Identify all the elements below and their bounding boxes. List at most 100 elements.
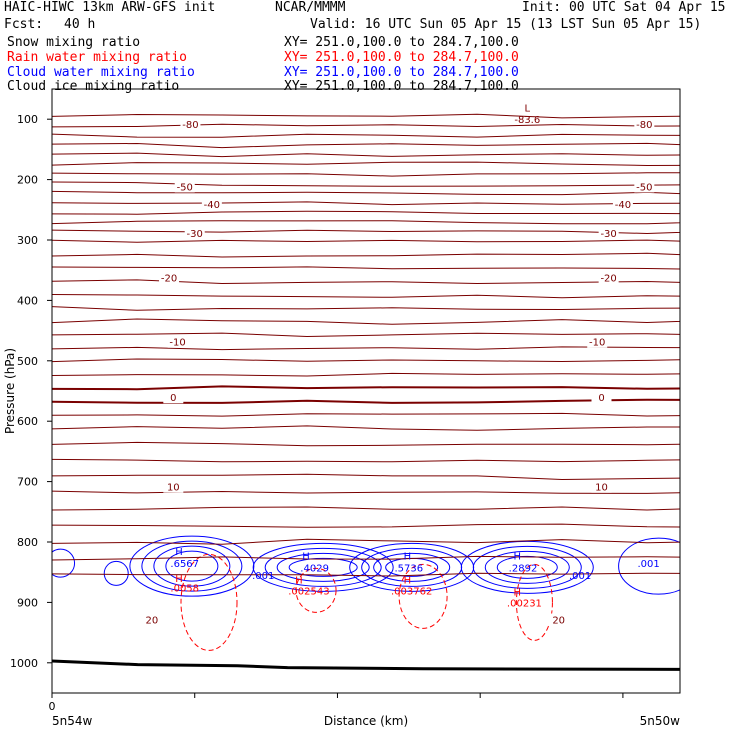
temperature-isotherm: [52, 385, 680, 391]
contour-label-bg: [591, 480, 612, 493]
min-max-label: H: [514, 551, 522, 562]
min-max-label: H: [175, 574, 183, 585]
min-max-label: L: [524, 104, 530, 115]
cloud-water-contour: [496, 555, 558, 579]
min-max-label: .0058: [170, 583, 199, 594]
center-title: NCAR/MMMM: [275, 0, 346, 15]
cloud-water-contour: [103, 560, 129, 586]
min-max-label: H: [175, 547, 183, 558]
x-tick-label-0: 0: [49, 700, 56, 713]
min-max-label: .2892: [509, 563, 538, 574]
min-max-label: -83.6: [514, 115, 540, 126]
rain-water-contour: [398, 563, 448, 629]
temperature-isotherm: [52, 572, 680, 577]
temperature-isotherm: [52, 318, 680, 325]
temperature-contour-label: -30: [600, 229, 616, 240]
min-max-label: H: [514, 588, 522, 599]
cloud-water-contour: [52, 548, 76, 578]
min-max-label: .6567: [170, 559, 199, 570]
temperature-contour-label: -80: [182, 120, 198, 131]
contour-label-bg: [184, 226, 205, 239]
cloud-water-contour: [153, 545, 231, 587]
field-cloudice-name: Cloud ice mixing ratio: [7, 79, 180, 94]
contour-labels: -80 -80 -50 -50 -40 -40 -30 -30 -20 -20 -10 -10 0 0 10…: [141, 104, 660, 627]
temperature-isotherm: [52, 372, 680, 377]
y-tick-label: 600: [17, 415, 38, 428]
contour-label-bg: [180, 118, 201, 131]
contour-label-bg: [587, 335, 608, 348]
temperature-isotherm: [52, 210, 680, 215]
temperature-isotherm: [52, 458, 680, 463]
temperature-contour-label: 10: [595, 483, 608, 494]
contour-label-bg: [159, 271, 180, 284]
temperature-isotherm: [52, 133, 680, 138]
cloud-contour-label: .001: [569, 571, 591, 582]
field-cloudice-xy: XY= 251.0,100.0 to 284.7,100.0: [284, 79, 519, 94]
contour-label-bg: [634, 118, 655, 131]
x-axis-label: Distance (km): [324, 714, 408, 728]
terrain-surface: [52, 659, 680, 671]
temperature-isotherm: [52, 506, 680, 511]
cloud-contour-label: .001: [637, 559, 659, 570]
y-tick-label: 900: [17, 596, 38, 609]
temperature-isotherm: [52, 555, 680, 561]
forecast-hours: 40 h: [64, 17, 96, 32]
temperature-contour-label: -10: [169, 338, 185, 349]
min-max-label: H: [295, 575, 303, 586]
temperature-isotherm: [52, 398, 680, 404]
field-cloudwater-xy: XY= 251.0,100.0 to 284.7,100.0: [284, 65, 519, 80]
temperature-contour-label: 0: [598, 393, 604, 404]
temperature-contour-label: -20: [600, 274, 616, 285]
temperature-isotherm: [52, 473, 680, 481]
temperature-contour-label: -40: [204, 200, 220, 211]
y-axis-label: Pressure (hPa): [3, 348, 17, 434]
temperature-isotherm: [52, 113, 680, 119]
field-rain-xy: XY= 251.0,100.0 to 284.7,100.0: [284, 50, 519, 65]
temperature-isotherm: [52, 229, 680, 235]
forecast-label: Fcst:: [4, 17, 44, 32]
temperature-isotherm: [52, 279, 680, 285]
temperature-contour-label: -50: [636, 182, 652, 193]
field-rain-name: Rain water mixing ratio: [7, 50, 188, 65]
temperature-isotherm: [52, 266, 680, 270]
temperature-contour-label: 10: [167, 483, 180, 494]
temperature-contour-label: 0: [170, 393, 176, 404]
valid-time: Valid: 16 UTC Sun 05 Apr 15 (13 LST Sun …: [310, 17, 702, 32]
init-time: Init: 00 UTC Sat 04 Apr 15: [522, 0, 726, 15]
cloud-water-contour: [141, 540, 243, 592]
temperature-isotherm: [52, 181, 680, 187]
cloud-water-contour: [264, 547, 382, 587]
cloud-water-contour: [484, 550, 570, 584]
cloud-water-contour: [129, 535, 255, 597]
min-max-label: .00231: [507, 598, 542, 609]
temperature-isotherm: [52, 412, 680, 417]
temperature-contour-label: -30: [187, 229, 203, 240]
cloud-contours: [52, 535, 680, 651]
temperature-isotherm: [52, 358, 680, 363]
cloud-water-contour: [165, 550, 219, 582]
field-snow-xy: XY= 251.0,100.0 to 284.7,100.0: [284, 35, 519, 50]
cloud-water-contour: [276, 552, 370, 582]
temperature-isotherm: [52, 332, 680, 338]
contour-label-bg: [163, 391, 184, 404]
rain-water-contour: [515, 563, 553, 641]
contour-label-bg: [634, 180, 655, 193]
temperature-contour-label: -80: [636, 120, 652, 131]
contour-label-bg: [598, 226, 619, 239]
cloud-water-contour: [460, 540, 594, 594]
temperature-isotherm: [52, 252, 680, 258]
cloud-water-contour: [373, 552, 451, 582]
y-tick-label: 100: [17, 113, 38, 126]
temperature-isotherm: [52, 152, 680, 158]
temperature-isotherm: [52, 172, 680, 177]
contour-label-bg: [548, 613, 569, 626]
temperature-isotherm: [52, 220, 680, 225]
cloud-water-contour: [252, 542, 394, 592]
contour-label-bg: [141, 613, 162, 626]
rain-water-contour: [295, 567, 337, 613]
contour-label-bg: [591, 391, 612, 404]
temperature-isotherm: [52, 306, 680, 311]
rain-water-contour: [180, 553, 238, 651]
temperature-isotherm: [52, 239, 680, 243]
temperature-isotherm: [52, 425, 680, 431]
